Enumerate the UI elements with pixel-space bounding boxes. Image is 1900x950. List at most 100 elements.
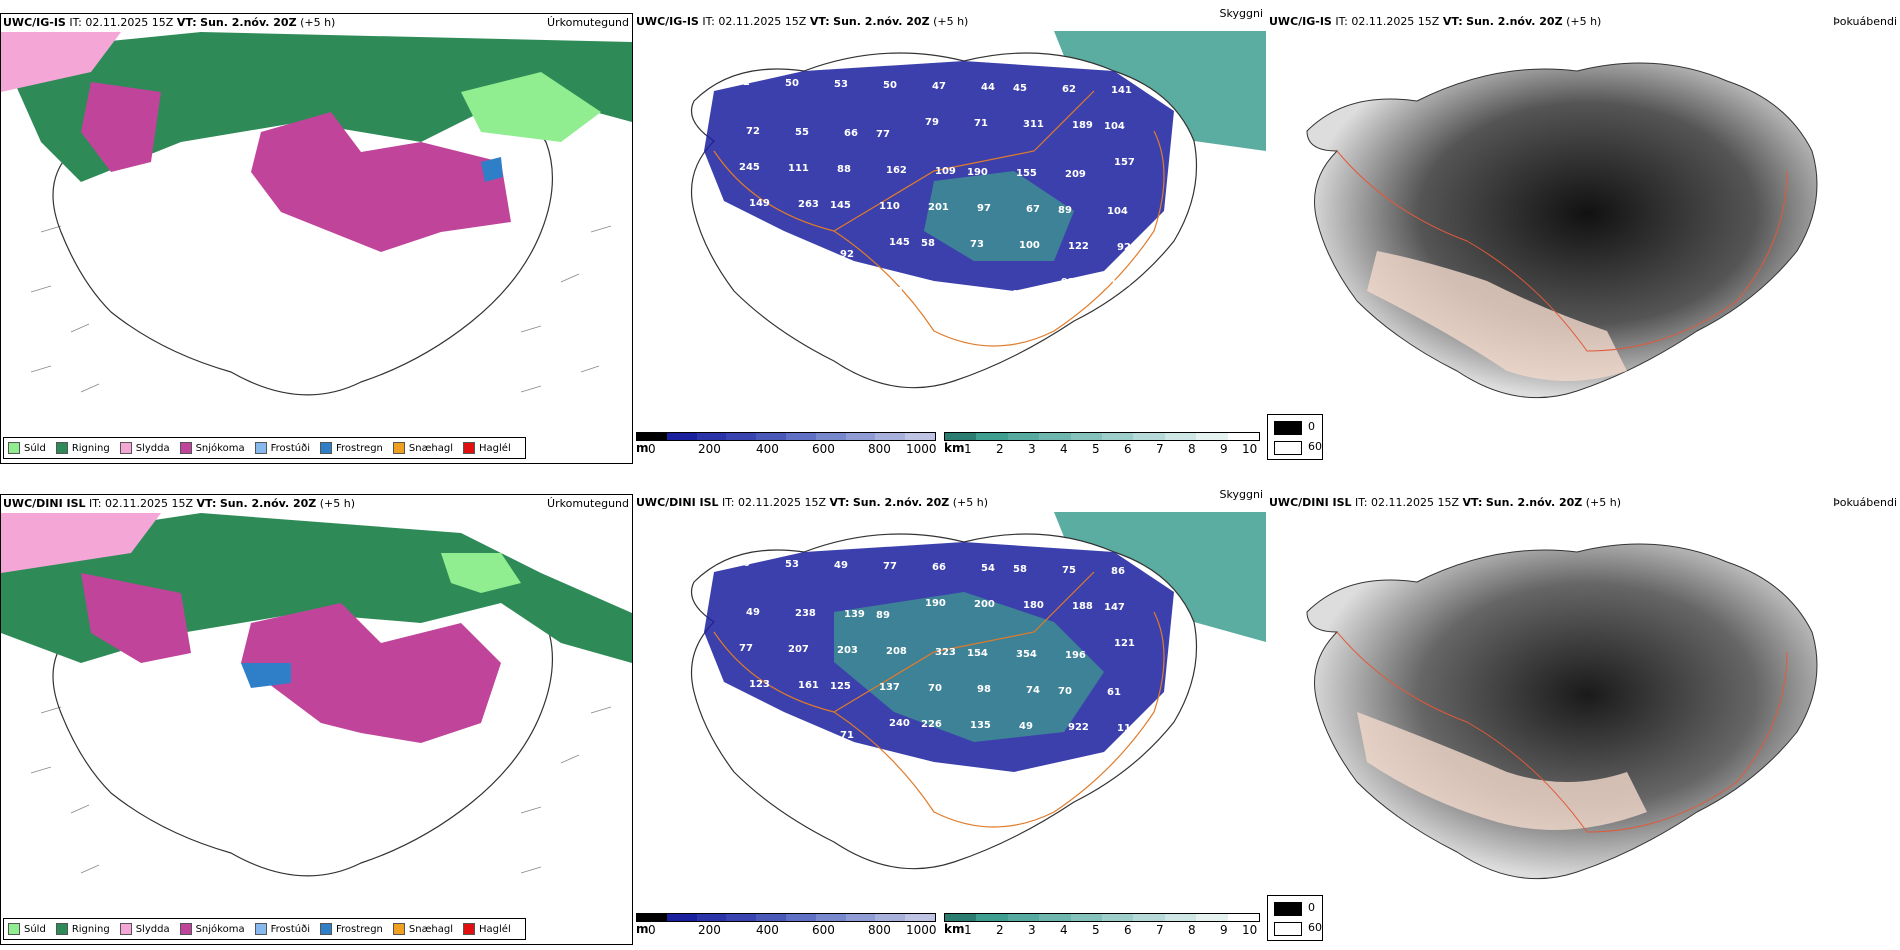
drizzle-area: [441, 553, 521, 593]
fog-panel-row2: UWC/DINI ISL IT: 02.11.2025 15Z VT: Sun.…: [1267, 494, 1900, 945]
visibility-value-label: 922: [1068, 722, 1089, 733]
it-label: IT:: [1355, 496, 1368, 509]
legend-item: Frostúði: [254, 923, 310, 935]
panel-header: UWC/IG-IS IT: 02.11.2025 15Z VT: Sun. 2.…: [3, 16, 335, 29]
lead-time: (+5 h): [1566, 15, 1602, 28]
visibility-value-label: 53: [834, 79, 848, 90]
precip-type-map: [1, 32, 632, 396]
fog-index-map: [1306, 543, 1818, 880]
sleet-area: [1, 32, 121, 92]
visibility-unit: km: [944, 922, 965, 936]
visibility-value-label: 77: [876, 129, 890, 140]
visibility-value-label: 92: [840, 249, 854, 260]
visibility-value-label: 100: [1019, 240, 1040, 251]
visibility-value-label: 203: [837, 645, 858, 656]
visibility-value-label: 209: [784, 284, 805, 295]
fog-index-legend: 0 60: [1267, 895, 1323, 941]
vt-label: VT:: [176, 16, 197, 29]
cbar-tick: 1000: [906, 442, 937, 456]
visibility-value-label: 125: [830, 681, 851, 692]
visibility-value-label: 118: [1117, 723, 1138, 734]
vt-value: Sun. 2.nóv. 20Z: [1466, 15, 1563, 28]
visibility-value-label: 207: [833, 285, 854, 296]
visibility-value-label: 190: [925, 598, 946, 609]
legend-item: Frostregn: [320, 923, 383, 935]
legend-item: Snjókoma: [179, 923, 245, 935]
roads: [713, 571, 1165, 828]
lead-time: (+5 h): [933, 15, 969, 28]
vbar-tick: 5: [1092, 442, 1100, 456]
vbar-tick: 5: [1092, 923, 1100, 937]
visibility-value-label: 79: [925, 117, 939, 128]
legend-item: Súld: [8, 442, 46, 454]
visibility-labels: 52 50 53 50 47 44 45 62 141 72 55 66 77 79 71 311 189 104…: [736, 77, 1135, 330]
vbar-tick: 8: [1188, 923, 1196, 937]
visibility-colorbar: km 1 2 3 4 5 6 7 8 9 10: [944, 432, 1260, 456]
visibility-value-label: 89: [1058, 205, 1072, 216]
visibility-value-label: 58: [1013, 564, 1027, 575]
visibility-value-label: 86: [1111, 566, 1125, 577]
legend-item: Slydda: [119, 442, 170, 454]
precip-type-panel-row2: UWC/DINI ISL IT: 02.11.2025 15Z VT: Sun.…: [0, 494, 633, 945]
panel-type-title: Skyggni: [1219, 7, 1263, 20]
fog-index-map: [1306, 62, 1818, 399]
visibility-value-label: 122: [1068, 241, 1089, 252]
visibility-value-label: 311: [1023, 119, 1044, 130]
rain-area: [1, 32, 632, 182]
cbar-tick: 400: [756, 923, 779, 937]
visibility-value-label: 50: [883, 80, 897, 91]
cloudbase-unit: m: [636, 441, 649, 455]
visibility-value-label: 52: [736, 77, 750, 88]
legend-swatch: [392, 923, 405, 935]
visibility-value-label: 62: [1062, 84, 1076, 95]
legend-item: Frostúði: [254, 442, 310, 454]
cbar-tick: 800: [868, 923, 891, 937]
fog-legend-label-0: 0: [1308, 901, 1315, 914]
visibility-value-label: 201: [928, 202, 949, 213]
visibility-value-label: 245: [739, 162, 760, 173]
visibility-value-label: 162: [886, 165, 907, 176]
vt-value: Sun. 2.nóv. 20Z: [833, 15, 930, 28]
visibility-value-label: 66: [932, 562, 946, 573]
vt-value: Sun. 2.nóv. 20Z: [219, 497, 317, 510]
precip-type-panel-row1: UWC/IG-IS IT: 02.11.2025 15Z VT: Sun. 2.…: [0, 13, 633, 464]
low-fog-index-south: [1367, 251, 1627, 381]
legend-item: Snæhagl: [392, 442, 453, 454]
visibility-value-label: 196: [1065, 650, 1086, 661]
legend-item: Haglél: [463, 442, 511, 454]
visibility-value-label: 67: [1026, 204, 1040, 215]
visibility-value-label: 92: [1117, 242, 1131, 253]
visibility-value-label: 97: [977, 203, 991, 214]
vbar-tick: 6: [1124, 442, 1132, 456]
cbar-tick: 200: [698, 442, 721, 456]
visibility-value-label: 157: [1114, 157, 1135, 168]
vt-value: Sun. 2.nóv. 20Z: [200, 16, 297, 29]
visibility-value-label: 123: [749, 679, 770, 690]
visibility-value-label: 63: [791, 729, 805, 740]
visibility-labels: 56 53 49 77 66 54 58 75 86 49 238 139 89 190 200 180 188…: [736, 558, 1138, 776]
visibility-value-label: 145: [830, 200, 851, 211]
legend-swatch: [179, 442, 192, 454]
visibility-value-label: 150: [1110, 278, 1131, 289]
vt-value: Sun. 2.nóv. 20Z: [1485, 496, 1583, 509]
visibility-value-label: 149: [749, 198, 770, 209]
precip-type-legend: Súld Rigning Slydda Snjókoma Frostúði Fr…: [3, 437, 526, 459]
lead-time: (+5 h): [319, 497, 356, 510]
panel-type-title: Skyggni: [1219, 488, 1263, 501]
visibility-value-label: 180: [1023, 600, 1044, 611]
model-name: UWC/DINI ISL: [3, 497, 86, 510]
visibility-value-label: 98: [791, 248, 805, 259]
visibility-value-label: 45: [1013, 83, 1027, 94]
vbar-tick: 10: [1242, 442, 1258, 456]
legend-item: Haglél: [463, 923, 511, 935]
vbar-tick: 4: [1060, 923, 1068, 937]
vbar-tick: 6: [1124, 923, 1132, 937]
visibility-value-label: 92: [1061, 277, 1075, 288]
visibility-value-label: 141: [1111, 85, 1132, 96]
it-value: 02.11.2025 15Z: [105, 497, 194, 510]
vbar-tick: 4: [1060, 442, 1068, 456]
vt-label: VT:: [1442, 15, 1463, 28]
cbar-tick: 0: [648, 442, 656, 456]
it-label: IT:: [1335, 15, 1348, 28]
vt-label: VT:: [809, 15, 830, 28]
